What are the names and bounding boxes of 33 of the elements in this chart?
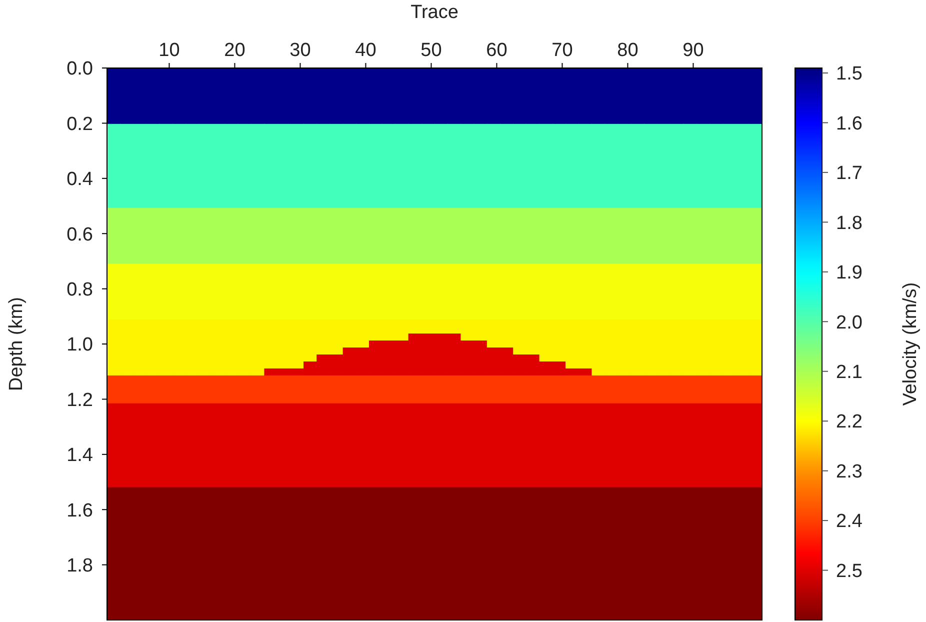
y-tick-label: 0.8	[66, 279, 93, 300]
x-tick-label: 70	[552, 40, 573, 61]
y-tick-label: 0.6	[66, 224, 93, 246]
x-tick-label: 60	[486, 40, 508, 61]
color-bar-label: 1.9	[836, 262, 862, 284]
x-tick-label: 20	[224, 40, 246, 61]
color-bar-label: 1.6	[836, 113, 862, 134]
x-axis-title: Trace	[410, 2, 458, 23]
y-axis-title: Depth (km)	[6, 297, 27, 391]
y-tick-label: 1.0	[66, 334, 93, 356]
color-bar-label: 1.5	[836, 64, 862, 85]
color-bar-label: 2.5	[836, 560, 862, 582]
color-bar-label: 1.8	[836, 212, 862, 234]
y-tick-label: 1.6	[66, 500, 93, 522]
y-tick-label: 0.4	[66, 169, 94, 190]
color-bar-label: 2.4	[836, 511, 863, 532]
x-tick-label: 30	[290, 40, 311, 61]
y-tick-label: 1.2	[66, 390, 93, 411]
x-tick-label: 80	[617, 40, 638, 61]
x-tick-label: 90	[682, 40, 704, 61]
color-bar-label: 2.3	[836, 461, 862, 482]
y-tick-label: 1.8	[66, 555, 93, 576]
y-tick-label: 0.2	[66, 114, 93, 135]
x-tick-label: 10	[158, 40, 180, 61]
color-bar-title: Velocity (km/s)	[900, 282, 921, 406]
x-tick-label: 40	[355, 40, 376, 61]
color-bar-label: 2.1	[836, 362, 862, 383]
y-tick-label: 1.4	[66, 445, 94, 466]
color-bar-label: 2.0	[836, 312, 862, 334]
x-tick-label: 50	[420, 40, 442, 61]
color-bar-label: 1.7	[836, 163, 862, 184]
color-bar-label: 2.2	[836, 412, 862, 433]
y-tick-label: 0.0	[66, 58, 93, 80]
